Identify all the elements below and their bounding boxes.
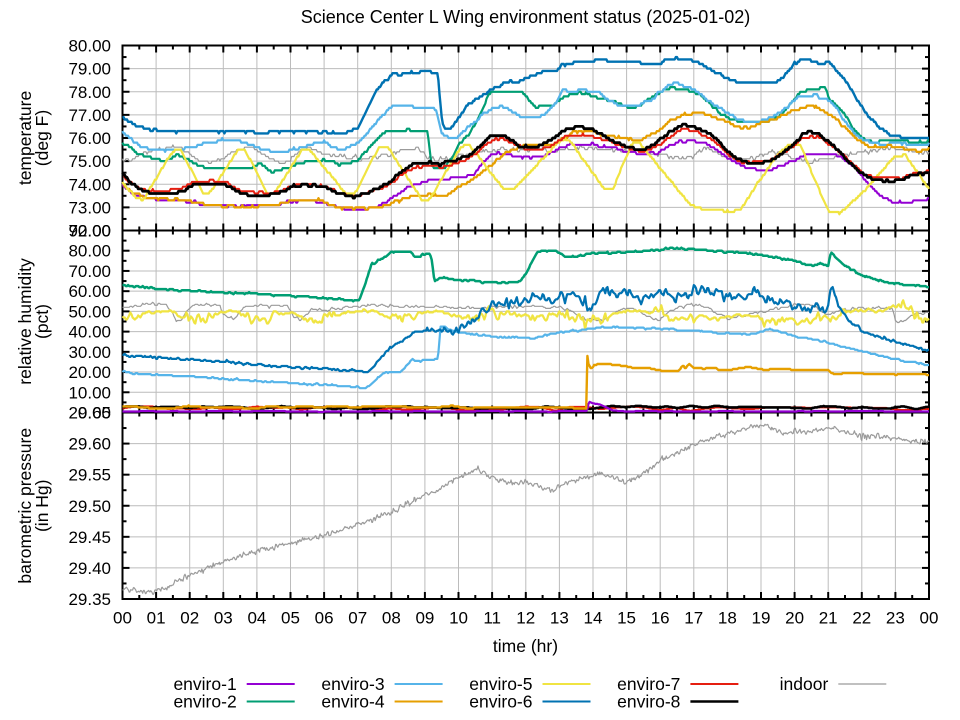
svg-text:06: 06 <box>315 609 334 628</box>
svg-text:70.00: 70.00 <box>68 262 111 281</box>
svg-text:19: 19 <box>752 609 771 628</box>
svg-text:09: 09 <box>415 609 434 628</box>
svg-text:74.00: 74.00 <box>68 175 111 194</box>
svg-text:15: 15 <box>617 609 636 628</box>
svg-text:22: 22 <box>852 609 871 628</box>
svg-text:10: 10 <box>449 609 468 628</box>
svg-text:73.00: 73.00 <box>68 198 111 217</box>
svg-text:enviro-6: enviro-6 <box>469 692 532 712</box>
svg-text:enviro-7: enviro-7 <box>617 674 680 694</box>
svg-text:13: 13 <box>550 609 569 628</box>
svg-text:10.00: 10.00 <box>68 383 111 402</box>
svg-text:03: 03 <box>214 609 233 628</box>
svg-text:05: 05 <box>281 609 300 628</box>
svg-text:enviro-5: enviro-5 <box>469 674 532 694</box>
svg-text:02: 02 <box>180 609 199 628</box>
svg-text:90.00: 90.00 <box>68 222 111 241</box>
svg-text:temperature: temperature <box>15 91 35 185</box>
svg-text:72.00: 72.00 <box>68 222 111 241</box>
svg-text:07: 07 <box>348 609 367 628</box>
svg-text:75.00: 75.00 <box>68 152 111 171</box>
svg-text:01: 01 <box>147 609 166 628</box>
svg-text:17: 17 <box>684 609 703 628</box>
svg-text:04: 04 <box>247 609 266 628</box>
svg-text:enviro-8: enviro-8 <box>617 692 680 712</box>
svg-text:76.00: 76.00 <box>68 129 111 148</box>
svg-text:40.00: 40.00 <box>68 323 111 342</box>
svg-text:00: 00 <box>920 609 939 628</box>
svg-text:29.50: 29.50 <box>68 497 111 516</box>
svg-text:11: 11 <box>483 609 501 628</box>
svg-text:77.00: 77.00 <box>68 106 111 125</box>
svg-text:29.60: 29.60 <box>68 435 111 454</box>
svg-text:barometric pressure: barometric pressure <box>15 428 35 584</box>
svg-text:enviro-4: enviro-4 <box>321 692 384 712</box>
svg-text:30.00: 30.00 <box>68 343 111 362</box>
svg-text:29.55: 29.55 <box>68 466 111 485</box>
svg-text:08: 08 <box>382 609 401 628</box>
svg-text:(in Hg): (in Hg) <box>32 479 52 532</box>
svg-text:14: 14 <box>583 609 602 628</box>
svg-text:20.00: 20.00 <box>68 363 111 382</box>
svg-text:21: 21 <box>819 609 838 628</box>
svg-text:relative humidity: relative humidity <box>15 258 35 385</box>
svg-text:50.00: 50.00 <box>68 302 111 321</box>
svg-text:indoor: indoor <box>780 674 829 694</box>
svg-text:(deg F): (deg F) <box>32 110 52 166</box>
svg-text:18: 18 <box>718 609 737 628</box>
svg-text:78.00: 78.00 <box>68 83 111 102</box>
svg-text:(pct): (pct) <box>32 304 52 339</box>
svg-text:Science Center L Wing environm: Science Center L Wing environment status… <box>301 7 751 27</box>
svg-text:60.00: 60.00 <box>68 282 111 301</box>
svg-text:enviro-3: enviro-3 <box>321 674 384 694</box>
svg-text:80.00: 80.00 <box>68 242 111 261</box>
svg-text:16: 16 <box>651 609 670 628</box>
svg-text:20: 20 <box>785 609 804 628</box>
svg-text:29.40: 29.40 <box>68 559 111 578</box>
svg-text:23: 23 <box>886 609 905 628</box>
svg-text:29.45: 29.45 <box>68 528 111 547</box>
svg-text:79.00: 79.00 <box>68 60 111 79</box>
svg-text:12: 12 <box>516 609 535 628</box>
svg-text:0.00: 0.00 <box>78 404 111 423</box>
svg-text:enviro-2: enviro-2 <box>173 692 236 712</box>
svg-text:29.65: 29.65 <box>68 404 111 423</box>
svg-text:00: 00 <box>113 609 132 628</box>
svg-text:29.35: 29.35 <box>68 590 111 609</box>
svg-text:80.00: 80.00 <box>68 37 111 56</box>
svg-text:time (hr): time (hr) <box>493 636 558 656</box>
svg-text:enviro-1: enviro-1 <box>173 674 236 694</box>
